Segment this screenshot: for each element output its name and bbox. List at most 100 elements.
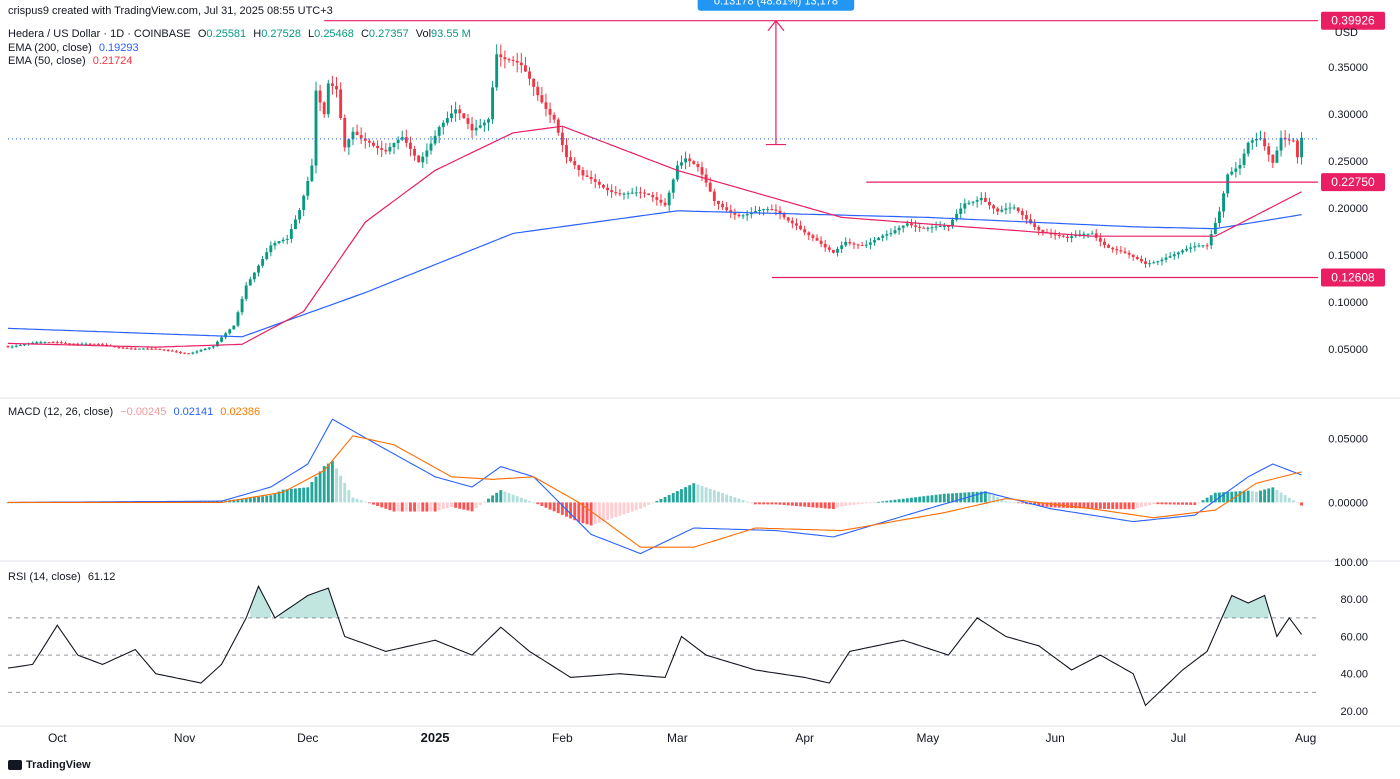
candle-body <box>692 161 696 164</box>
ohlc-open-label: O <box>197 28 207 40</box>
candle-body <box>893 230 897 234</box>
x-tick-label: Aug <box>1295 731 1316 745</box>
y-tick-label: 0.15000 <box>1328 250 1368 262</box>
macd-histogram-bar <box>1107 502 1111 509</box>
macd-signal-value: 0.02386 <box>220 406 261 418</box>
macd-histogram-bar <box>901 498 905 503</box>
rsi-overbought-fill <box>279 588 337 618</box>
macd-histogram-bar <box>606 502 609 520</box>
candle-body <box>51 342 55 344</box>
macd-histogram-bar <box>462 502 466 510</box>
macd-line <box>8 418 1302 555</box>
candle-body <box>1066 236 1069 238</box>
macd-histogram-bar <box>741 500 745 503</box>
candle-body <box>967 202 971 204</box>
candle-body <box>946 225 950 227</box>
candle-body <box>811 235 815 238</box>
macd-histogram-bar <box>688 485 692 503</box>
candle-body <box>43 342 47 344</box>
candle-body <box>64 342 67 344</box>
candle-body <box>318 90 322 103</box>
macd-histogram-bar <box>893 499 897 503</box>
macd-histogram-bar <box>466 502 470 511</box>
candle-body <box>942 225 946 227</box>
candle-body <box>581 169 585 176</box>
candle-body <box>914 225 917 227</box>
tradingview-logo[interactable]: TradingView <box>8 759 91 771</box>
macd-histogram-bar <box>388 502 392 511</box>
macd-histogram-bar <box>335 468 338 503</box>
candle-body <box>1119 250 1123 252</box>
candle-body <box>310 165 314 182</box>
candle-body <box>618 193 622 195</box>
macd-histogram-bar <box>811 502 815 508</box>
candle-body <box>413 149 416 156</box>
candle-body <box>400 137 404 140</box>
candle-body <box>80 343 84 345</box>
macd-histogram-bar <box>1144 502 1147 507</box>
macd-histogram-bar <box>1263 489 1267 503</box>
candle-body <box>577 165 581 170</box>
candle-body <box>1201 245 1205 247</box>
candle-body <box>1176 252 1180 255</box>
candle-body <box>1115 249 1119 251</box>
candle-body <box>1053 234 1057 236</box>
candle-body <box>786 217 790 221</box>
candle-body <box>992 205 996 209</box>
candle-body <box>540 95 544 103</box>
macd-histogram-bar <box>1181 502 1184 505</box>
macd-histogram-bar <box>675 491 679 503</box>
candle-body <box>827 247 831 250</box>
candle-body <box>868 242 872 245</box>
candle-body <box>823 243 827 248</box>
macd-histogram-bar <box>1296 502 1299 504</box>
candle-body <box>384 149 388 152</box>
macd-histogram-bar <box>1230 491 1234 503</box>
candle-body <box>1263 138 1267 147</box>
candle-body <box>170 350 174 352</box>
macd-histogram-bar <box>737 498 741 503</box>
macd-histogram-bar <box>762 502 766 505</box>
ohlc-high-label: H <box>253 28 262 40</box>
candle-body <box>1086 233 1090 235</box>
symbol-name[interactable]: Hedera / US Dollar · 1D · COINBASE <box>8 28 191 40</box>
macd-histogram-bar <box>372 502 375 505</box>
ema200-legend[interactable]: EMA (200, close) 0.19293 <box>8 42 139 55</box>
y-tick-label: 20.00 <box>1340 706 1368 718</box>
y-tick-label: 0.25000 <box>1328 156 1368 168</box>
candle-body <box>1246 142 1250 154</box>
tradingview-logo-icon <box>8 760 22 770</box>
ohlc-close-label: C <box>360 28 369 40</box>
candle-body <box>154 348 158 350</box>
rsi-legend[interactable]: RSI (14, close) 61.12 <box>8 571 115 584</box>
candle-body <box>1135 256 1139 259</box>
macd-histogram-bar <box>363 501 367 503</box>
macd-histogram-bar <box>807 502 811 508</box>
candle-body <box>1082 233 1086 235</box>
y-tick-label: 0.05000 <box>1328 433 1368 445</box>
macd-histogram-bar <box>983 491 987 503</box>
candle-body <box>491 87 495 120</box>
candle-body <box>466 118 470 124</box>
macd-histogram-bar <box>926 495 930 503</box>
currency-label[interactable]: USD <box>1334 27 1358 39</box>
candle-body <box>347 139 351 148</box>
macd-histogram-bar <box>232 499 236 503</box>
macd-histogram-bar <box>207 501 211 503</box>
macd-histogram-bar <box>1193 502 1197 505</box>
candle-body <box>1267 146 1271 155</box>
candle-body <box>753 211 757 213</box>
macd-histogram-bar <box>852 502 856 505</box>
macd-histogram-bar <box>860 502 864 504</box>
candle-body <box>322 102 326 115</box>
macd-histogram-bar <box>1291 500 1295 503</box>
candle-body <box>1230 171 1234 175</box>
candle-body <box>125 348 129 350</box>
candle-body <box>487 119 490 123</box>
measure-label-box <box>697 0 855 11</box>
macd-histogram-bar <box>1213 492 1217 503</box>
candle-body <box>22 344 26 346</box>
ema50-legend[interactable]: EMA (50, close) 0.21724 <box>8 55 132 68</box>
macd-histogram-bar <box>1246 490 1250 503</box>
macd-legend[interactable]: MACD (12, 26, close) −0.00245 0.02141 0.… <box>8 406 260 419</box>
